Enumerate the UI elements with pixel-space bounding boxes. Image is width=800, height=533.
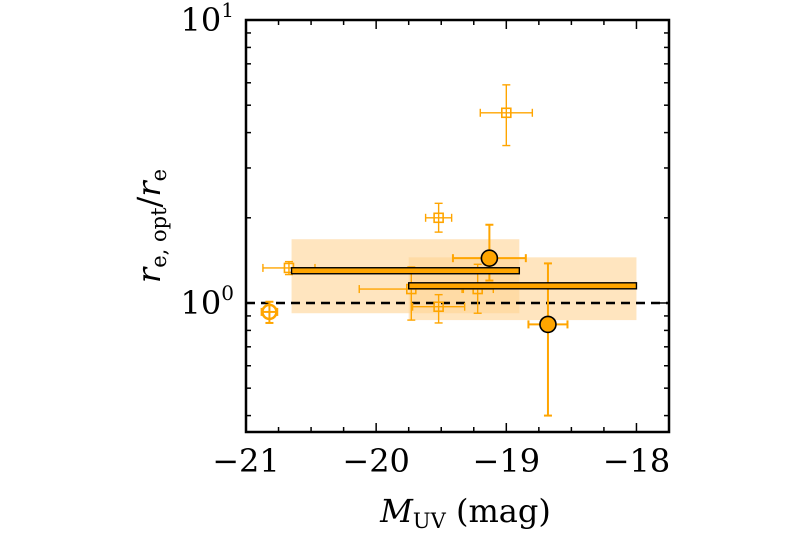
x-tick-label: −21 <box>212 442 280 480</box>
filled-circle-marker <box>480 249 499 267</box>
filled-circle-marker <box>539 315 557 334</box>
x-axis-label: MUV (mag) <box>379 492 551 533</box>
y-tick-label: 100 <box>181 281 234 322</box>
open-square-marker <box>433 301 444 313</box>
axis-ticks <box>245 19 670 432</box>
plot-frame <box>244 18 671 434</box>
y-axis-label: re, opt/re <box>130 169 171 283</box>
median-bar-1 <box>407 282 638 290</box>
x-tick-label: −19 <box>473 442 541 480</box>
binned-median-bars <box>290 267 638 290</box>
open-square-point-3 <box>411 293 466 324</box>
open-circle-marker <box>261 303 278 321</box>
x-tick-label: −20 <box>342 442 410 480</box>
y-tick-label: 101 <box>181 0 234 39</box>
open-square-point-1 <box>424 202 453 233</box>
open-square-point-2 <box>479 84 534 147</box>
median-bar-0 <box>290 267 521 275</box>
open-square-marker <box>501 107 512 119</box>
open-square-marker <box>433 212 444 224</box>
open-circle-point-0 <box>260 300 279 324</box>
tick-labels: −21 −20 −19 −18 100 101 <box>181 0 671 480</box>
x-tick-label: −18 <box>603 442 671 480</box>
